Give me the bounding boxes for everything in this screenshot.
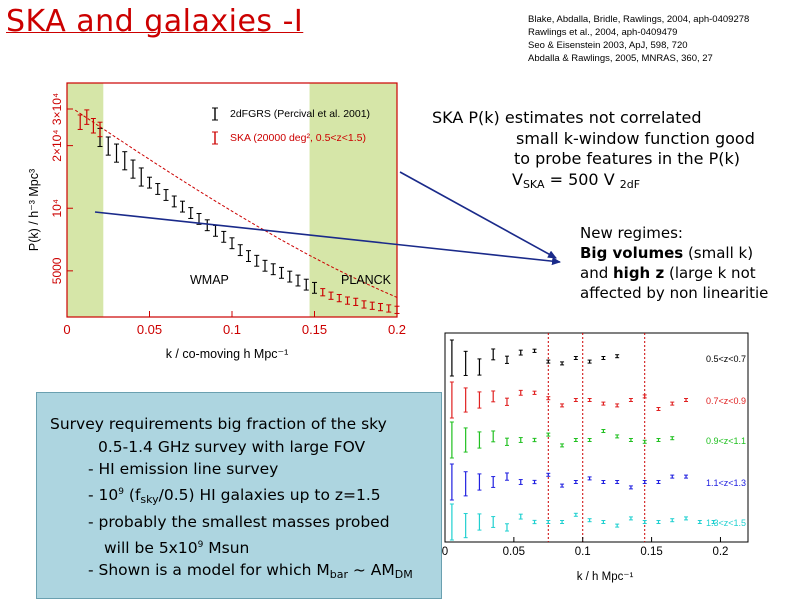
volume-ratio-mid: = 500 V [549, 169, 615, 189]
x-tick-label: 0.2 [712, 546, 728, 558]
survey-line: - 109 (fsky/0.5) HI galaxies up to z=1.5 [50, 481, 413, 512]
regimes-line: Big volumes (small k) [580, 243, 768, 263]
reference-item: Abdalla & Rawlings, 2005, MNRAS, 360, 27 [528, 53, 713, 64]
survey-line: 0.5-1.4 GHz survey with large FOV [98, 437, 366, 456]
survey-box [36, 392, 442, 599]
regimes-line: affected by non linearitie [580, 284, 769, 302]
legend-label: 2dFGRS (Percival et al. 2001) [230, 108, 370, 120]
regimes-line: New regimes: [580, 224, 683, 242]
series-label: 1.3<z<1.5 [706, 518, 746, 528]
new-regimes-note: New regimes: Big volumes (small k) and h… [580, 223, 768, 303]
survey-sub: bar [329, 568, 348, 581]
survey-frag: ~ AM [347, 561, 395, 579]
series-label: 0.5<z<0.7 [706, 354, 746, 364]
x-axis-label: k / co-moving h Mpc⁻¹ [166, 347, 289, 361]
band-label-planck: PLANCK [341, 273, 392, 287]
regimes-pre: and [580, 264, 613, 282]
survey-sub: sky [140, 492, 159, 506]
reference-item: Rawlings et al., 2004, aph-0409479 [528, 27, 678, 38]
regimes-bold: Big volumes [580, 244, 684, 262]
x-tick-label: 0.2 [388, 322, 406, 337]
shaded-band [67, 83, 104, 317]
survey-frag: will be 5x10 [104, 538, 198, 557]
survey-line: - HI emission line survey [88, 460, 279, 478]
shaded-band [309, 83, 397, 317]
survey-exp: 9 [118, 486, 124, 497]
arrow-line [94, 211, 561, 266]
survey-line: - Shown is a model for which Mbar ~ AMDM [50, 559, 413, 587]
survey-exp: 9 [197, 539, 204, 550]
series-label: 1.1<z<1.3 [706, 478, 746, 488]
y-tick-label: 2×10⁴ [50, 130, 64, 162]
survey-requirements: Survey requirements big fraction of the … [50, 413, 413, 587]
x-tick-label: 0.1 [575, 546, 591, 558]
reference-item: Seo & Eisenstein 2003, ApJ, 598, 720 [528, 40, 688, 51]
series-label: 0.7<z<0.9 [706, 396, 746, 406]
arrow-line [399, 171, 557, 259]
x-tick-label: 0.05 [137, 322, 162, 337]
model-curve [75, 109, 398, 298]
survey-sub: DM [394, 568, 413, 581]
survey-line: Survey requirements big fraction of the … [50, 415, 387, 433]
band-label-wmap: WMAP [190, 273, 229, 287]
x-tick-label: 0.15 [640, 546, 662, 558]
2df-subscript: 2dF [619, 177, 641, 191]
blurb-line: SKA P(k) estimates not correlated [432, 108, 702, 127]
regimes-bold: high z [613, 264, 665, 282]
regimes-rest: (large k not [664, 264, 756, 282]
y-tick-label: 10⁴ [50, 199, 64, 218]
x-tick-label: 0.05 [503, 546, 525, 558]
survey-line: - probably the smallest masses probed [88, 513, 390, 531]
survey-frag: Msun [203, 538, 250, 557]
ska-pk-blurb: SKA P(k) estimates not correlated small … [432, 108, 755, 195]
x-tick-label: 0 [442, 546, 448, 558]
y-axis-label: P(k) / h⁻³ Mpc³ [27, 169, 41, 251]
y-tick-label: 3×10⁴ [50, 93, 64, 125]
survey-frag: - 10 [88, 485, 119, 504]
survey-frag: (f [123, 485, 141, 504]
survey-line: will be 5x109 Msun [50, 534, 413, 560]
references-list: Blake, Abdalla, Bridle, Rawlings, 2004, … [528, 13, 749, 65]
volume-ratio: VSKA = 500 V 2dF [432, 170, 755, 196]
blurb-line: to probe features in the P(k) [514, 149, 741, 168]
slide-title: SKA and galaxies -I [6, 4, 304, 39]
regimes-line: and high z (large k not [580, 263, 768, 283]
legend-label: SKA (20000 deg², 0.5<z<1.5) [230, 132, 366, 144]
x-tick-label: 0.1 [223, 322, 241, 337]
series-label: 0.9<z<1.1 [706, 436, 746, 446]
blurb-line: small k-window function good [516, 128, 755, 148]
plot-frame [444, 332, 749, 543]
y-tick-label: 5000 [50, 257, 64, 284]
reference-item: Blake, Abdalla, Bridle, Rawlings, 2004, … [528, 14, 750, 25]
survey-frag: - Shown is a model for which M [88, 561, 330, 579]
survey-frag: /0.5) HI galaxies up to z=1.5 [158, 485, 381, 504]
x-tick-label: 0.15 [302, 322, 327, 337]
x-tick-label: 0 [63, 322, 70, 337]
volume-symbol: V [512, 169, 523, 189]
x-axis-label: k / h Mpc⁻¹ [577, 571, 634, 583]
ska-subscript: SKA [522, 177, 545, 191]
regimes-rest: (small k) [683, 244, 754, 262]
